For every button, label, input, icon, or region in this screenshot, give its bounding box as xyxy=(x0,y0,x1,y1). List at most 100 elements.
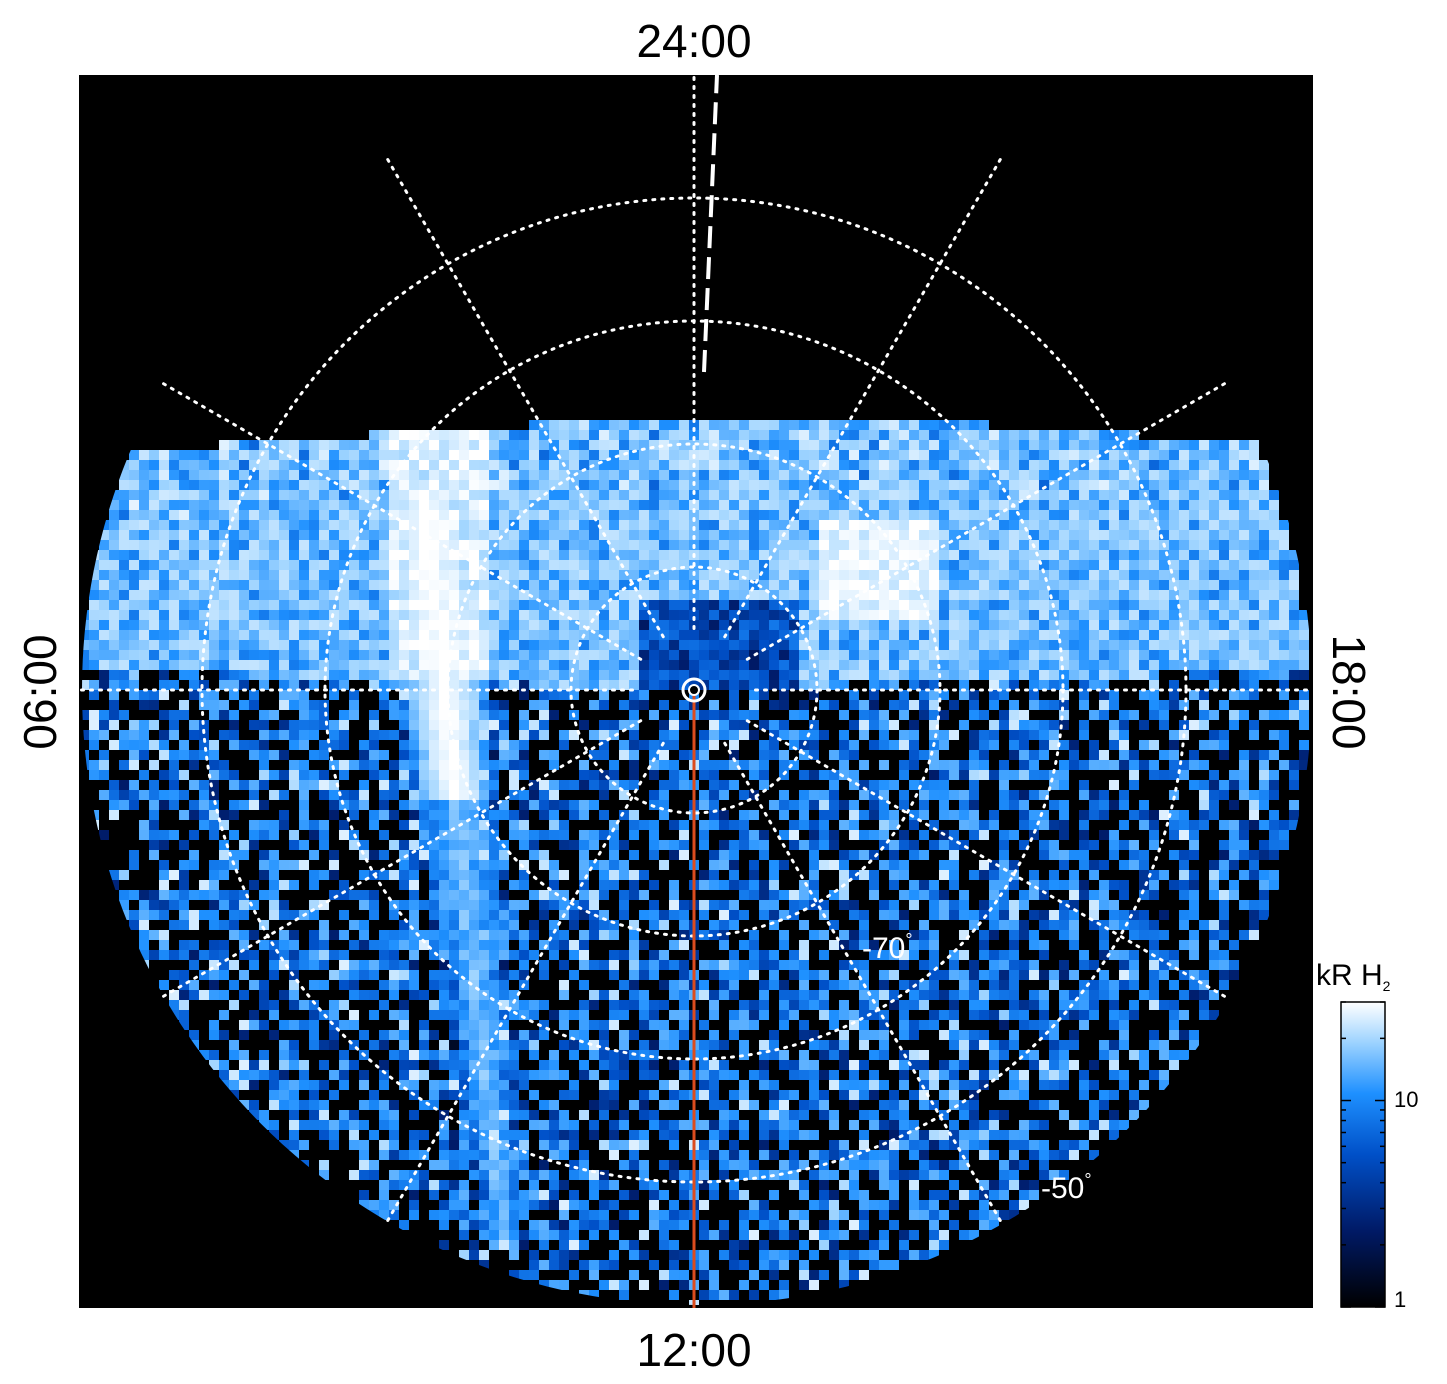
emission-cell xyxy=(1199,780,1209,790)
emission-cell xyxy=(579,550,589,560)
emission-cell xyxy=(809,850,819,860)
emission-cell xyxy=(829,440,839,450)
emission-cell xyxy=(879,820,889,830)
emission-cell xyxy=(979,900,989,910)
emission-cell xyxy=(629,710,639,720)
emission-cell xyxy=(799,920,809,930)
emission-cell xyxy=(1129,770,1139,780)
emission-cell xyxy=(309,500,319,510)
emission-cell xyxy=(799,670,809,680)
emission-cell xyxy=(459,600,469,610)
emission-cell xyxy=(489,440,499,450)
emission-cell xyxy=(209,740,219,750)
emission-cell xyxy=(319,770,329,780)
emission-cell xyxy=(1219,900,1229,910)
emission-cell xyxy=(519,840,529,850)
emission-cell xyxy=(809,720,819,730)
emission-cell xyxy=(889,610,899,620)
emission-cell xyxy=(999,470,1009,480)
emission-cell xyxy=(199,640,209,650)
emission-cell xyxy=(1009,700,1019,710)
emission-cell xyxy=(549,920,559,930)
emission-cell xyxy=(99,750,109,760)
emission-cell xyxy=(749,440,759,450)
emission-cell xyxy=(1279,820,1289,830)
emission-cell xyxy=(969,510,979,520)
emission-cell xyxy=(969,650,979,660)
emission-cell xyxy=(1069,470,1079,480)
emission-cell xyxy=(719,500,729,510)
emission-cell xyxy=(1169,440,1179,450)
emission-cell xyxy=(1139,740,1149,750)
emission-cell xyxy=(1009,900,1019,910)
emission-cell xyxy=(589,630,599,640)
emission-cell xyxy=(989,700,999,710)
emission-cell xyxy=(499,940,509,950)
emission-cell xyxy=(199,510,209,520)
emission-cell xyxy=(599,720,609,730)
emission-cell xyxy=(579,620,589,630)
emission-cell xyxy=(979,760,989,770)
emission-cell xyxy=(429,850,439,860)
emission-cell xyxy=(709,760,719,770)
emission-cell xyxy=(889,500,899,510)
emission-cell xyxy=(1139,470,1149,480)
emission-cell xyxy=(559,530,569,540)
emission-cell xyxy=(479,530,489,540)
emission-cell xyxy=(819,600,829,610)
emission-cell xyxy=(319,450,329,460)
emission-cell xyxy=(359,510,369,520)
emission-cell xyxy=(119,870,129,880)
emission-cell xyxy=(659,420,669,430)
emission-cell xyxy=(779,600,789,610)
emission-cell xyxy=(879,500,889,510)
emission-cell xyxy=(959,760,969,770)
emission-cell xyxy=(989,560,999,570)
emission-cell xyxy=(999,800,1009,810)
emission-cell xyxy=(619,870,629,880)
emission-cell xyxy=(639,560,649,570)
emission-cell xyxy=(109,880,119,890)
emission-cell xyxy=(249,780,259,790)
emission-cell xyxy=(789,440,799,450)
emission-cell xyxy=(489,810,499,820)
emission-cell xyxy=(1109,580,1119,590)
emission-cell xyxy=(1109,700,1119,710)
emission-cell xyxy=(1029,640,1039,650)
emission-cell xyxy=(429,520,439,530)
emission-cell xyxy=(1239,650,1249,660)
emission-cell xyxy=(359,650,369,660)
emission-cell xyxy=(1259,500,1269,510)
emission-cell xyxy=(1099,560,1109,570)
emission-cell xyxy=(879,720,889,730)
emission-cell xyxy=(1179,820,1189,830)
emission-cell xyxy=(999,490,1009,500)
emission-cell xyxy=(459,530,469,540)
emission-cell xyxy=(1139,450,1149,460)
emission-cell xyxy=(859,430,869,440)
emission-cell xyxy=(1139,500,1149,510)
emission-cell xyxy=(719,420,729,430)
emission-cell xyxy=(999,680,1009,690)
emission-cell xyxy=(1249,550,1259,560)
emission-cell xyxy=(999,840,1009,850)
emission-cell xyxy=(559,560,569,570)
emission-cell xyxy=(979,480,989,490)
emission-cell xyxy=(789,640,799,650)
emission-cell xyxy=(409,800,419,810)
emission-cell xyxy=(439,710,449,720)
emission-cell xyxy=(609,730,619,740)
emission-cell xyxy=(859,580,869,590)
emission-cell xyxy=(289,840,299,850)
emission-cell xyxy=(959,680,969,690)
emission-cell xyxy=(529,420,539,430)
emission-cell xyxy=(179,650,189,660)
emission-cell xyxy=(619,740,629,750)
emission-cell xyxy=(1059,900,1069,910)
emission-cell xyxy=(699,600,709,610)
emission-cell xyxy=(539,510,549,520)
emission-cell xyxy=(519,880,529,890)
emission-cell xyxy=(799,680,809,690)
emission-cell xyxy=(679,750,689,760)
emission-cell xyxy=(539,470,549,480)
